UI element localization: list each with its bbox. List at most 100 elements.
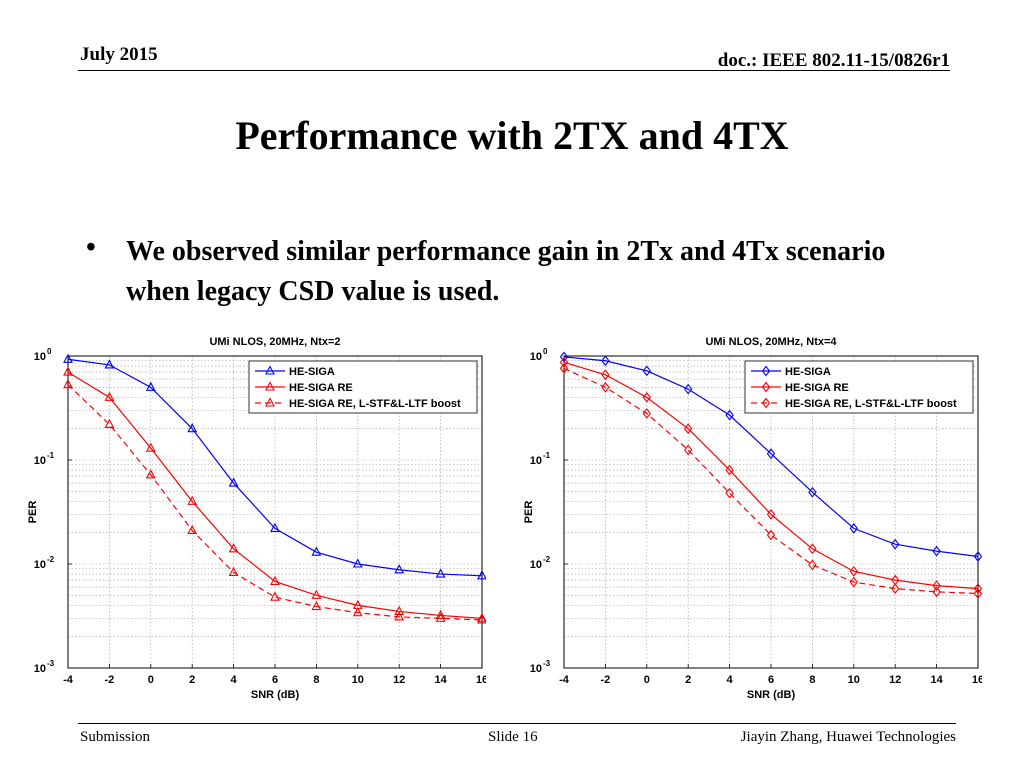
- chart2-legend-marker: [761, 397, 771, 409]
- chart1-ytick-label: 10: [34, 663, 46, 675]
- chart2-ytick-exponent: -1: [543, 451, 551, 460]
- chart2-xtick-label: -2: [601, 674, 611, 686]
- chart2-series-1-point: [559, 351, 569, 363]
- chart1-xtick-label: 16: [476, 674, 486, 686]
- chart1-legend-label: HE-SIGA RE: [289, 382, 353, 394]
- chart2-legend: HE-SIGA HE-SIGA RE HE-SIGA RE, L-STF&L-LTF…: [744, 360, 974, 414]
- chart2-series-1-point: [932, 545, 941, 557]
- bullet-symbol: •: [86, 232, 96, 263]
- chart2-series-3-point: [932, 586, 941, 598]
- chart2-xtick-label: 6: [768, 674, 774, 686]
- chart2-xtick-label: 8: [809, 674, 815, 686]
- chart2-series-1-point: [891, 538, 900, 550]
- chart1-xlabel: SNR (dB): [251, 689, 300, 701]
- chart1-series-1-point: [477, 570, 487, 580]
- chart-ntx2: UMi NLOS, 20MHz, Ntx=2 -4 -2 0 2 4 6 8 10 12 14 16 S…: [14, 328, 488, 704]
- chart2-series-3-point: [684, 444, 693, 456]
- chart1-series-2-point: [270, 575, 280, 585]
- chart1-xtick-label: 2: [189, 674, 195, 686]
- chart1-xtick-label: 0: [148, 674, 154, 686]
- chart2-xtick-label: 2: [685, 674, 691, 686]
- chart2-series-1-point: [973, 551, 983, 562]
- chart2-series-2-point: [766, 508, 776, 520]
- chart1-series-3-point: [435, 612, 446, 622]
- chart2-series-3-point: [891, 583, 900, 594]
- footer-slide-number: Slide 16: [488, 729, 538, 745]
- chart2-series-3-point: [559, 362, 569, 374]
- bullet-text: We observed similar performance gain in …: [126, 236, 886, 307]
- chart2-series-2-point: [973, 583, 983, 594]
- chart1-legend-marker: [265, 397, 275, 407]
- chart1-xtick-label: 10: [352, 674, 364, 686]
- chart2-series-1-point: [725, 409, 734, 421]
- chart1-series-1-point: [63, 353, 73, 363]
- chart2-ytick-label: 10: [530, 455, 542, 467]
- chart2-ytick-exponent: -3: [543, 659, 551, 668]
- chart1-xtick-label: 4: [231, 674, 238, 686]
- chart-ntx2-svg: UMi NLOS, 20MHz, Ntx=2 -4 -2 0 2 4 6 8 10 12 14 16 S…: [27, 336, 488, 701]
- chart1-series-1-point: [435, 568, 446, 578]
- chart1-series-3-point: [394, 611, 405, 621]
- chart1-xtick-label: 6: [272, 674, 278, 686]
- chart1-series-3-point: [270, 591, 280, 601]
- chart2-series-2-point: [684, 423, 693, 435]
- slide-title: Performance with 2TX and 4TX: [235, 113, 789, 158]
- chart2-series-3-point: [601, 381, 610, 393]
- chart1-series-1-point: [352, 558, 363, 568]
- chart1-series-3: [63, 379, 487, 624]
- chart1-xtick-label: -4: [63, 674, 74, 686]
- chart1-ytick-label: 10: [34, 455, 46, 467]
- chart2-legend-marker: [761, 365, 771, 377]
- chart1-series-1-point: [394, 564, 405, 574]
- chart1-series-3-point: [145, 469, 156, 479]
- chart2-series-3-point: [642, 408, 651, 419]
- chart2-series-2-point: [642, 391, 651, 403]
- chart2-ytick-exponent: -2: [543, 555, 551, 564]
- chart2-xtick-label: 10: [848, 674, 860, 686]
- chart2-series-1-point: [684, 383, 693, 395]
- chart2-series-1-line: [563, 356, 979, 558]
- chart1-series-2-point: [394, 605, 405, 615]
- chart1-series-3-point: [187, 524, 198, 535]
- chart2-series-1-point: [601, 355, 610, 367]
- chart2-series-3-point: [808, 559, 817, 571]
- chart2-series-2-line: [563, 361, 979, 590]
- chart2-series-3-point: [849, 576, 858, 588]
- footer-submission: Submission: [80, 729, 151, 745]
- header-rule: [78, 70, 950, 71]
- chart2-series-2-point: [849, 565, 858, 577]
- chart2-series-1-point: [766, 448, 776, 460]
- chart2-xtick-label: 4: [727, 674, 734, 686]
- chart2-xlabel: SNR (dB): [747, 689, 796, 701]
- chart1-series-3-line: [67, 384, 483, 621]
- chart2-legend-label: HE-SIGA RE: [785, 382, 849, 394]
- chart2-series-2-point: [601, 369, 610, 381]
- chart1-ytick-exponent: 0: [47, 347, 52, 356]
- chart2-xtick-label: 16: [972, 674, 982, 686]
- chart2-ytick-label: 10: [530, 663, 542, 675]
- footer-rule: [78, 723, 956, 724]
- chart1-ytick-label: 10: [34, 559, 46, 571]
- chart2-series-3-point: [766, 529, 776, 541]
- chart2-title: UMi NLOS, 20MHz, Ntx=4: [705, 336, 837, 348]
- chart2-series-2-point: [725, 464, 734, 476]
- chart2-series-3: [559, 362, 983, 599]
- chart1-series-2-point: [228, 543, 239, 553]
- chart2-series-2-point: [932, 580, 941, 591]
- chart2-series-2-point: [808, 543, 817, 555]
- chart1-ytick-exponent: -1: [47, 451, 55, 460]
- chart1-series-1: [63, 353, 487, 580]
- chart2-legend-label: HE-SIGA RE, L-STF&L-LTF boost: [785, 398, 957, 410]
- chart2-series-1-point: [642, 365, 651, 377]
- chart2-series-3-line: [563, 367, 979, 595]
- chart1-series-2: [63, 366, 487, 622]
- chart2-ylabel: PER: [523, 501, 535, 524]
- chart2-ytick-label: 10: [530, 351, 542, 363]
- chart1-series-2-point: [63, 366, 73, 376]
- chart2-legend-label: HE-SIGA: [785, 366, 831, 378]
- chart1-xtick-label: -2: [105, 674, 115, 686]
- footer-author: Jiayin Zhang, Huawei Technologies: [740, 729, 956, 745]
- chart1-xtick-label: 12: [393, 674, 405, 686]
- chart2-legend-box: [744, 360, 974, 414]
- chart1-series-1-line: [67, 358, 483, 577]
